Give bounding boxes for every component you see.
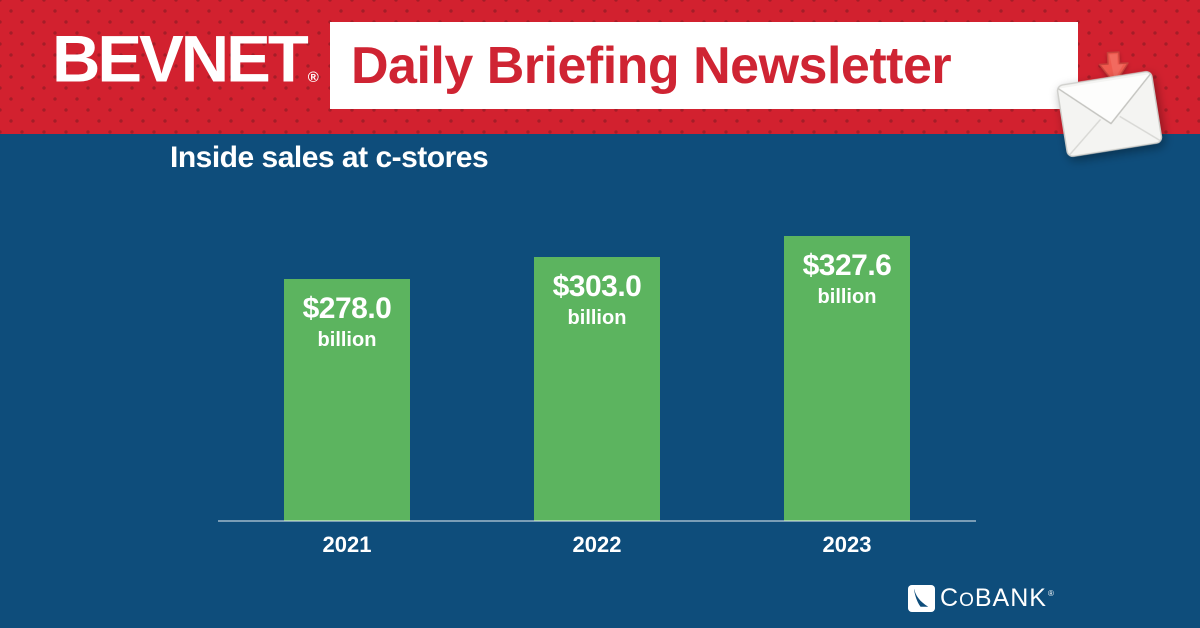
x-axis-tick-label: 2023 (822, 532, 872, 557)
envelope-icon (1056, 71, 1163, 157)
newsletter-title: Daily Briefing Newsletter (351, 36, 952, 95)
x-axis-tick-label: 2021 (322, 532, 372, 557)
bar-unit-label: billion (567, 307, 627, 329)
bevnet-logo: BEVNET ® (52, 26, 319, 93)
cobank-registered-mark: ® (1047, 589, 1055, 598)
download-arrow-icon (1098, 51, 1129, 85)
cobank-wordmark: C O BANK ® (940, 586, 1055, 611)
bar-column: $303.0 billion 2022 (472, 236, 722, 557)
banner: BEVNET ® Daily Briefing Newsletter (0, 0, 1200, 134)
bar: $303.0 billion (534, 257, 660, 521)
bevnet-logo-text: BEVNET (52, 22, 309, 97)
cobank-logo: C O BANK ® (908, 585, 1055, 612)
cobank-letters-bank: BANK (974, 584, 1047, 612)
envelope-cluster (1052, 42, 1182, 160)
cobank-letter-c: C (940, 584, 960, 612)
bar-column: $327.6 billion 2023 (722, 236, 972, 557)
bar-unit-label: billion (317, 329, 377, 351)
bar: $327.6 billion (784, 236, 910, 521)
x-axis-line (218, 520, 976, 522)
newsletter-title-box: Daily Briefing Newsletter (330, 22, 1078, 109)
bar-group: $278.0 billion 2021 $303.0 billion 2022 … (222, 236, 972, 557)
registered-trademark-icon: ® (307, 69, 319, 86)
x-axis-tick-label: 2022 (572, 532, 622, 557)
cobank-letter-o: O (959, 590, 975, 611)
bar-value-label: $303.0 (552, 270, 642, 303)
bar: $278.0 billion (284, 279, 410, 521)
cobank-leaf-icon (908, 585, 935, 612)
bar-column: $278.0 billion 2021 (222, 236, 472, 557)
bar-unit-label: billion (817, 286, 877, 308)
bar-value-label: $327.6 (802, 249, 892, 282)
chart-title: Inside sales at c-stores (170, 141, 489, 174)
bar-value-label: $278.0 (302, 292, 392, 325)
